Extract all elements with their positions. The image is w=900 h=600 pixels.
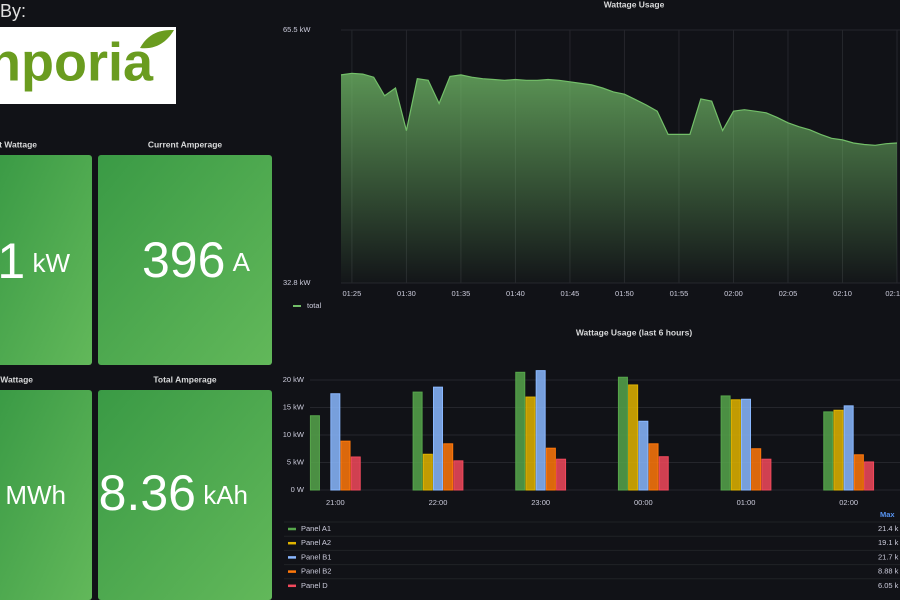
stat-panel — [0, 390, 92, 600]
bar — [525, 396, 536, 491]
bar — [833, 409, 844, 491]
x-tick-label: 00:00 — [634, 498, 653, 507]
stat-number: 1 — [0, 233, 25, 289]
bar — [309, 415, 320, 491]
bar — [864, 461, 875, 491]
stat-panels: t Wattage 1 kW Current Amperage 396 A Wattag… — [0, 139, 272, 600]
legend-label: Panel D — [301, 581, 328, 590]
area — [341, 73, 897, 283]
bar — [823, 411, 834, 491]
x-tick-label: 02:1 — [885, 289, 900, 298]
y-tick-label: 65.5 kW — [283, 25, 311, 34]
y-tick-label: 15 kW — [283, 402, 305, 411]
bar — [617, 376, 628, 491]
legend-label: Panel A1 — [301, 524, 331, 533]
line — [340, 72, 898, 146]
legend-max: 6.05 k — [878, 581, 899, 590]
legend-max: 19.1 k — [878, 538, 899, 547]
stat-number: 396 — [142, 232, 225, 288]
x-tick-label: 02:10 — [833, 289, 852, 298]
legend-label: Panel A2 — [301, 538, 331, 547]
stat-unit: kAh — [203, 480, 248, 510]
logo-leaf — [140, 30, 174, 49]
y-tick-label: 32.8 kW — [283, 278, 311, 287]
bar — [556, 458, 567, 491]
x-tick-label: 01:00 — [737, 498, 756, 507]
bar — [751, 448, 762, 491]
chart-title: Wattage Usage (last 6 hours) — [576, 327, 693, 337]
bar — [545, 447, 556, 491]
bar — [535, 370, 546, 491]
bar — [628, 384, 639, 491]
stat-panel — [0, 155, 92, 365]
x-tick-label: 02:05 — [779, 289, 798, 298]
stat-number: 8.36 — [99, 465, 196, 521]
x-tick-label: 01:40 — [506, 289, 525, 298]
bar — [340, 440, 351, 491]
bar — [658, 456, 669, 491]
stat-space — [25, 248, 32, 278]
stat-panel — [98, 390, 272, 600]
x-tick-label: 22:00 — [429, 498, 448, 507]
x-tick-label: 02:00 — [839, 498, 858, 507]
stat-unit: A — [233, 247, 251, 277]
bar — [761, 458, 772, 491]
stat-space — [196, 480, 203, 510]
x-tick-label: 01:35 — [452, 289, 471, 298]
legend-label: total — [307, 301, 322, 310]
bar — [843, 405, 854, 491]
x-tick-label: 01:50 — [615, 289, 634, 298]
bar — [443, 443, 454, 491]
y-tick-label: 0 W — [291, 485, 305, 494]
bar — [648, 443, 659, 491]
bar — [638, 420, 649, 491]
logo: nporia — [0, 32, 154, 92]
bar — [515, 371, 526, 491]
stat-title: Wattage — [0, 374, 33, 384]
x-tick-label: 01:30 — [397, 289, 416, 298]
legend-max: 21.4 k — [878, 524, 899, 533]
legend-label: Panel B2 — [301, 567, 331, 576]
x-tick-label: 21:00 — [326, 498, 345, 507]
bar — [720, 395, 731, 491]
stat-unit: MWh — [5, 480, 66, 510]
x-tick-label: 23:00 — [531, 498, 550, 507]
legend-header: Max — [880, 510, 895, 519]
charts: Wattage Usage 32.8 kW 65.5 kW 01:25 01:30 01:… — [283, 0, 900, 590]
stat-space — [225, 247, 232, 277]
x-tick-label: 01:55 — [670, 289, 689, 298]
bar — [330, 393, 341, 491]
chart-title: Wattage Usage — [604, 0, 665, 9]
stat-title: Current Amperage — [148, 139, 223, 149]
powered-by: By: — [0, 1, 26, 21]
y-tick-label: 10 kW — [283, 430, 305, 439]
bar — [853, 454, 864, 491]
bar — [453, 460, 464, 491]
stat-value: 1 kW — [0, 233, 70, 289]
legend-label: Panel B1 — [301, 552, 331, 561]
bar — [412, 391, 423, 491]
legend-max: 8.88 k — [878, 567, 899, 576]
bar — [350, 456, 361, 491]
stat-unit: kW — [32, 248, 70, 278]
bar — [741, 398, 751, 491]
stat-panel — [98, 155, 272, 365]
bar — [433, 386, 443, 491]
x-tick-label: 01:45 — [561, 289, 580, 298]
stat-title: t Wattage — [0, 139, 37, 149]
x-tick-label: 01:25 — [343, 289, 362, 298]
stat-value: 396 A — [142, 232, 251, 288]
stat-value: 8.36 kAh — [99, 465, 248, 521]
stat-value: 0 MWh — [0, 465, 66, 521]
y-tick-label: 5 kW — [287, 457, 305, 466]
bar — [422, 453, 433, 491]
y-tick-label: 20 kW — [283, 375, 305, 384]
bar — [730, 399, 741, 491]
legend-max: 21.7 k — [878, 552, 899, 561]
stat-title: Total Amperage — [153, 374, 217, 384]
x-tick-label: 02:00 — [724, 289, 743, 298]
